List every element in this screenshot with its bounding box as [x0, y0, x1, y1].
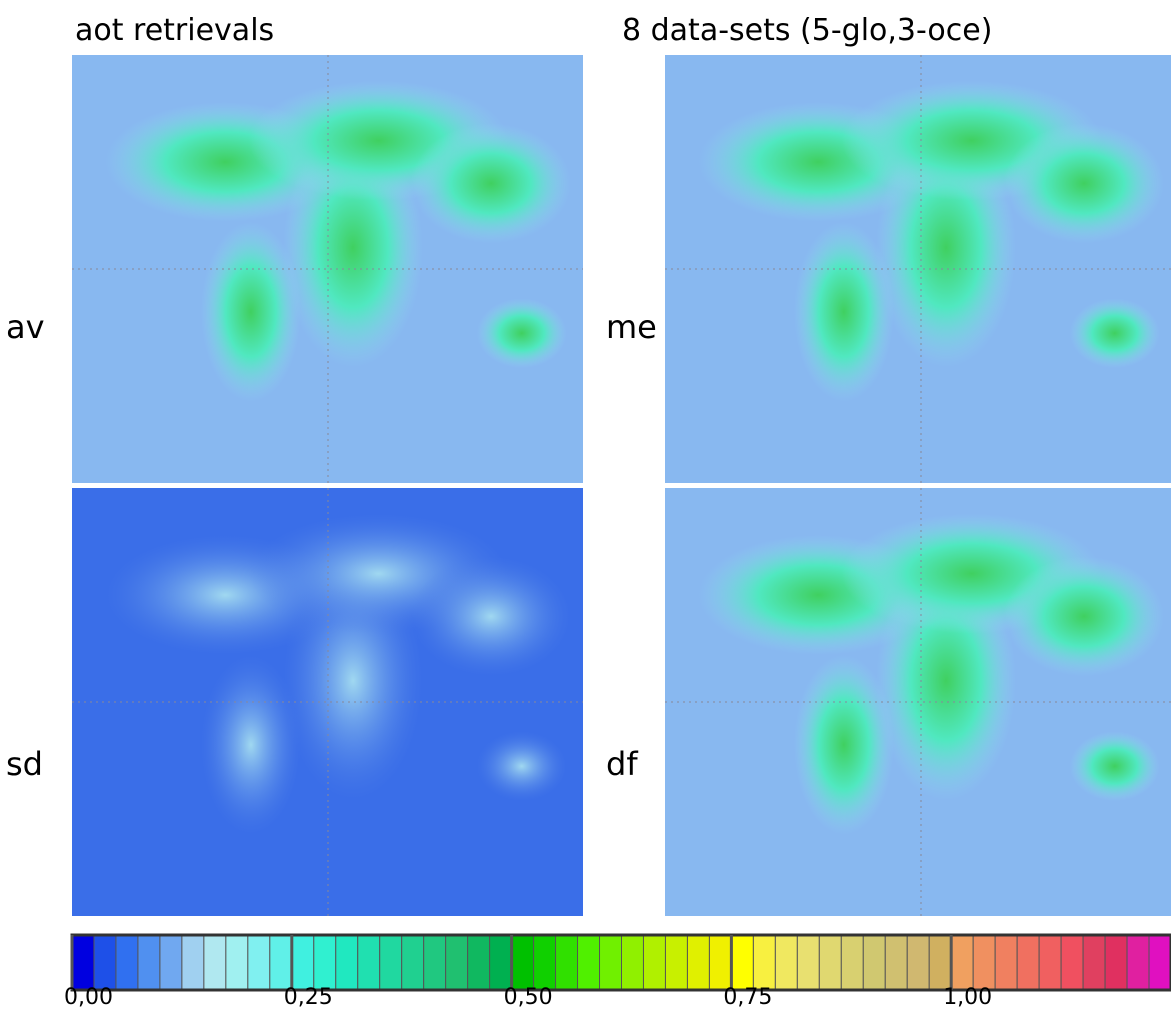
colorbar-tick-label: 0,50 — [504, 985, 553, 1007]
colorbar-swatch — [423, 934, 447, 991]
map-panel — [72, 55, 583, 483]
land-region — [1069, 731, 1160, 802]
colorbar-swatch — [1016, 934, 1040, 991]
map-panel — [665, 55, 1171, 483]
colorbar-swatch — [445, 934, 469, 991]
colorbar-swatch — [796, 934, 820, 991]
colorbar-swatch — [774, 934, 798, 991]
colorbar-swatch — [928, 934, 952, 991]
colorbar-tick-label: 0,25 — [284, 985, 333, 1007]
colorbar-swatch — [1082, 934, 1106, 991]
colorbar-swatch — [313, 934, 337, 991]
colorbar-swatch — [181, 934, 205, 991]
colorbar-tick-label: 0,00 — [64, 985, 113, 1007]
land-region — [411, 556, 572, 677]
colorbar-swatch — [247, 934, 271, 991]
land-region — [1069, 298, 1160, 369]
land-region — [476, 731, 567, 802]
colorbar-swatch — [335, 934, 359, 991]
map-panel — [665, 488, 1171, 916]
colorbar-swatch — [71, 934, 95, 991]
colorbar-swatch — [950, 934, 974, 991]
colorbar-swatch — [708, 934, 732, 991]
colorbar-swatch — [467, 934, 491, 991]
colorbar-swatch — [137, 934, 161, 991]
colorbar-swatch — [357, 934, 381, 991]
colorbar-swatch — [621, 934, 644, 991]
colorbar-swatch — [489, 934, 513, 991]
left-title: aot retrievals — [75, 13, 274, 48]
colorbar-swatch — [642, 934, 666, 991]
panel-label: df — [606, 745, 638, 783]
colorbar-swatch — [752, 934, 776, 991]
colorbar-swatch — [401, 934, 425, 991]
land-region — [1004, 123, 1165, 244]
colorbar-swatch — [686, 934, 710, 991]
panel-label: av — [6, 308, 45, 346]
colorbar-tick-label: 0,75 — [723, 985, 772, 1007]
land-region — [200, 221, 301, 402]
right-title: 8 data-sets (5-glo,3-oce) — [622, 13, 992, 48]
colorbar-swatch — [862, 934, 886, 991]
panel-label: me — [606, 308, 657, 346]
colorbar-swatch — [159, 934, 183, 991]
colorbar-swatch — [730, 934, 754, 991]
colorbar-swatch — [577, 934, 601, 991]
land-region — [793, 654, 894, 835]
colorbar-swatch — [972, 934, 996, 991]
colorbar-swatch — [1038, 934, 1062, 991]
colorbar-swatch — [994, 934, 1018, 991]
colorbar-swatch — [1126, 934, 1150, 991]
colorbar-tick-label: 1,00 — [943, 985, 992, 1007]
colorbar-swatch — [906, 934, 930, 991]
colorbar-swatch — [1104, 934, 1128, 991]
colorbar-swatch — [818, 934, 842, 991]
colorbar-swatch — [1060, 934, 1084, 991]
land-region — [200, 654, 301, 835]
colorbar-swatch — [291, 934, 315, 991]
land-region — [411, 123, 572, 244]
land-region — [793, 221, 894, 402]
panel-label: sd — [6, 745, 43, 783]
land-region — [476, 298, 567, 369]
colorbar-swatch — [203, 934, 227, 991]
colorbar-swatch — [93, 934, 117, 991]
colorbar-swatch — [884, 934, 908, 991]
colorbar-swatch — [599, 934, 623, 991]
colorbar-swatch — [840, 934, 864, 991]
colorbar-swatch — [555, 934, 579, 991]
land-region — [1004, 556, 1165, 677]
colorbar-swatch — [269, 934, 293, 991]
map-panel — [72, 488, 583, 916]
colorbar-swatch — [533, 934, 557, 991]
colorbar-swatch — [115, 934, 139, 991]
colorbar-swatch — [225, 934, 249, 991]
colorbar-swatch — [664, 934, 688, 991]
colorbar-swatch — [379, 934, 403, 991]
colorbar-swatch — [511, 934, 535, 991]
colorbar-swatch — [1148, 934, 1171, 991]
